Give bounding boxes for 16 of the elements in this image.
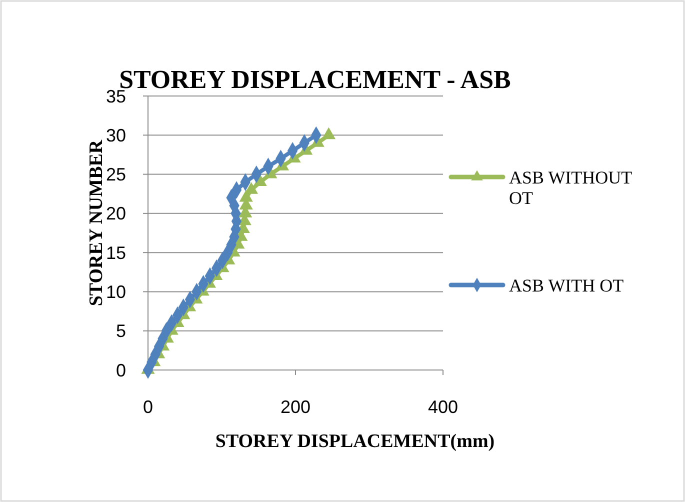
y-tick-label: 5 [116, 321, 126, 342]
x-tick-label: 400 [428, 397, 458, 417]
x-tick-label: 200 [280, 397, 311, 417]
y-axis-title: STOREY NUMBER [86, 140, 107, 306]
y-tick-label: 10 [106, 282, 126, 302]
y-tick-label: 20 [106, 204, 126, 224]
legend-label: ASB WITH OT [509, 275, 624, 296]
y-tick-label: 15 [106, 242, 126, 263]
x-tick-label: 0 [142, 397, 154, 417]
x-axis-title: STOREY DISPLACEMENT(mm) [215, 431, 495, 452]
chart-title: STOREY DISPLACEMENT - ASB [119, 65, 511, 94]
legend-label: ASB WITHOUT OT [509, 167, 632, 208]
y-tick-label: 0 [116, 360, 126, 380]
y-tick-label: 30 [106, 125, 126, 146]
point [322, 127, 336, 140]
y-tick-label: 25 [106, 164, 126, 185]
